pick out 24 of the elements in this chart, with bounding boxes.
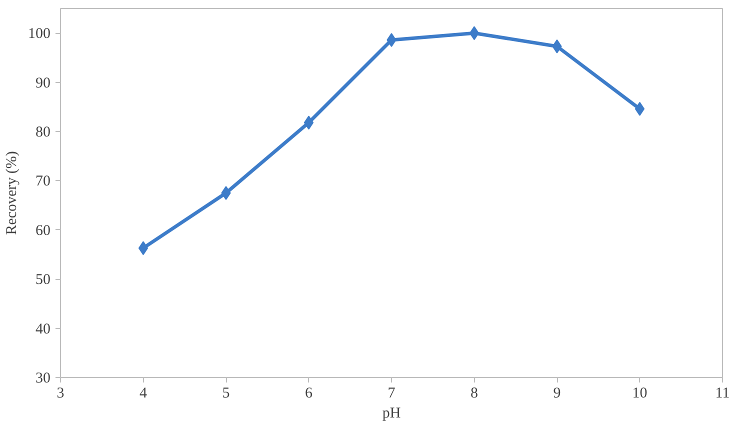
y-tick-label: 60: [36, 222, 50, 239]
y-tick-label: 40: [36, 321, 50, 338]
point: [469, 26, 480, 40]
x-tick-label: 6: [305, 386, 313, 402]
point: [304, 116, 314, 130]
x-tick-label: 4: [140, 386, 148, 402]
x-tick-label: 9: [553, 386, 561, 402]
x-tick-label: 5: [222, 386, 230, 402]
point: [221, 186, 231, 200]
point: [138, 241, 148, 256]
y-axis-title: Recovery (%): [4, 151, 20, 235]
y-tick-label: 80: [36, 124, 50, 140]
x-tick-label: 10: [632, 386, 648, 402]
point: [634, 102, 645, 116]
x-axis-title: pH: [382, 406, 401, 422]
x-tick-label: 11: [715, 386, 730, 402]
y-tick-label: 90: [36, 75, 50, 92]
x-tick-label: 3: [56, 386, 64, 402]
y-tick-label: 70: [36, 174, 50, 190]
y-tick-label: 100: [28, 26, 50, 42]
x-tick-label: 8: [470, 386, 478, 402]
y-tick-label: 30: [36, 370, 50, 386]
y-tick-label: 50: [36, 272, 50, 288]
x-tick-label: 7: [388, 386, 396, 402]
